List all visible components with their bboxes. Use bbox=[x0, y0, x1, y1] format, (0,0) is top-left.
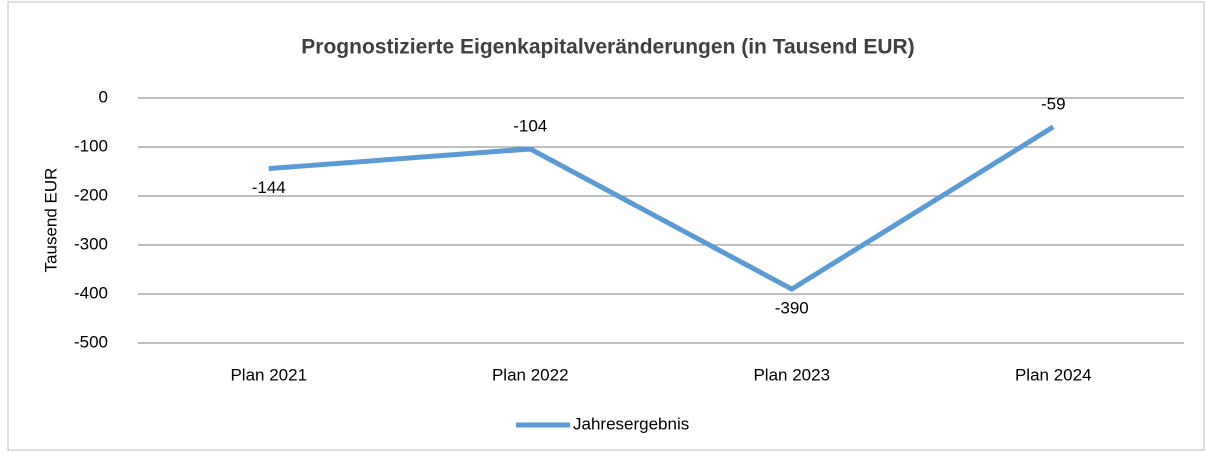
x-tick-label: Plan 2022 bbox=[492, 365, 569, 384]
data-label: -390 bbox=[775, 299, 809, 318]
y-tick-label: -200 bbox=[74, 185, 108, 204]
y-tick-label: -400 bbox=[74, 283, 108, 302]
legend-label: Jahresergebnis bbox=[573, 414, 689, 433]
chart-border bbox=[7, 1, 1205, 451]
y-tick-label: 0 bbox=[99, 87, 108, 106]
data-label: -59 bbox=[1041, 94, 1066, 113]
data-label: -144 bbox=[252, 178, 286, 197]
line bbox=[268, 124, 1055, 292]
data-label: -104 bbox=[513, 116, 547, 135]
x-tick-label: Plan 2024 bbox=[1015, 365, 1092, 384]
x-tick-label: Plan 2023 bbox=[753, 365, 830, 384]
y-tick-label: -500 bbox=[74, 332, 108, 351]
y-tick-label: -100 bbox=[74, 136, 108, 155]
x-tick-label: Plan 2021 bbox=[230, 365, 307, 384]
y-tick-label: -300 bbox=[74, 234, 108, 253]
y-axis-label: Tausend EUR bbox=[41, 168, 60, 273]
chart-title: Prognostizierte Eigenkapitalveränderunge… bbox=[301, 36, 914, 59]
